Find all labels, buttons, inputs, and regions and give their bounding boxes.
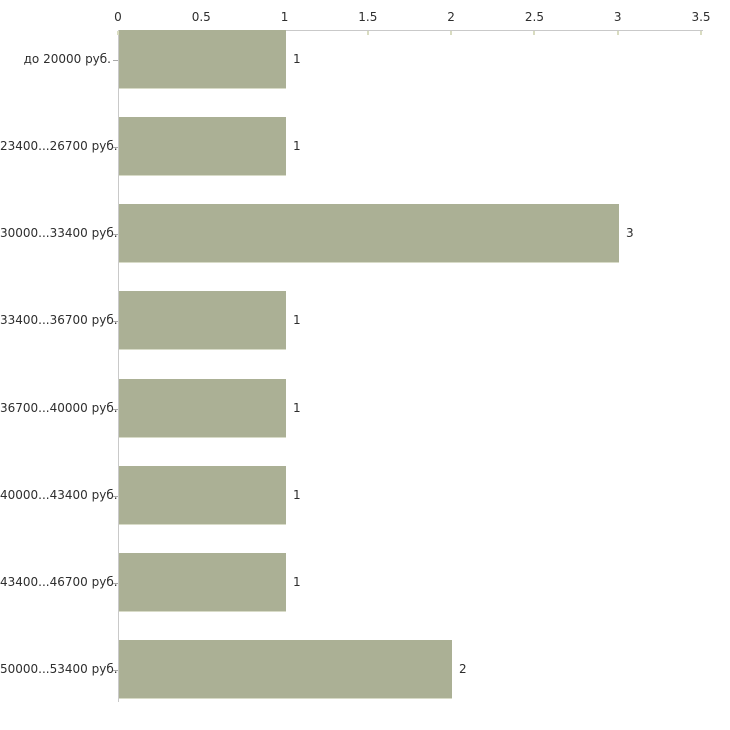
category-label: 30000...33400 руб. — [0, 226, 118, 240]
x-tick-label: 0.5 — [191, 10, 211, 24]
y-tick-mark — [113, 670, 118, 671]
bar-value-label: 1 — [293, 575, 301, 589]
x-tick-mark — [699, 31, 702, 35]
y-tick-mark — [113, 321, 118, 322]
x-tick-mark — [450, 31, 453, 35]
category-label: 33400...36700 руб. — [0, 313, 118, 327]
bar — [119, 291, 286, 350]
bar-value-label: 2 — [459, 662, 467, 676]
x-tick-label: 3.5 — [691, 10, 711, 24]
y-axis-line — [118, 30, 119, 702]
y-tick-mark — [113, 496, 118, 497]
x-tick-label: 2.5 — [524, 10, 544, 24]
category-label: 40000...43400 руб. — [0, 488, 118, 502]
category-label: 23400...26700 руб. — [0, 139, 118, 153]
category-label: до 20000 руб. — [23, 52, 111, 66]
x-tick-mark — [117, 31, 119, 35]
bar-value-label: 1 — [293, 313, 301, 327]
y-tick-mark — [113, 60, 118, 61]
bar-value-label: 1 — [293, 488, 301, 502]
x-tick-mark — [616, 31, 619, 35]
bar — [119, 204, 619, 263]
bar-value-label: 3 — [626, 226, 634, 240]
x-tick-label: 1.5 — [358, 10, 378, 24]
bar-value-label: 1 — [293, 52, 301, 66]
x-tick-label: 3 — [613, 10, 622, 24]
y-tick-mark — [113, 147, 118, 148]
bar — [119, 553, 286, 612]
x-tick-mark — [366, 31, 369, 35]
bar-value-label: 1 — [293, 139, 301, 153]
y-tick-mark — [113, 583, 118, 584]
x-tick-mark — [533, 31, 536, 35]
y-tick-mark — [113, 234, 118, 235]
category-label: 50000...53400 руб. — [0, 662, 118, 676]
bar — [119, 117, 286, 176]
bar — [119, 640, 452, 699]
bar-value-label: 1 — [293, 401, 301, 415]
y-tick-mark — [113, 409, 118, 410]
x-tick-label: 1 — [280, 10, 289, 24]
bar — [119, 379, 286, 438]
category-label: 36700...40000 руб. — [0, 401, 118, 415]
x-tick-label: 0 — [114, 10, 122, 24]
bar — [119, 466, 286, 525]
x-tick-label: 2 — [447, 10, 455, 24]
bar — [119, 30, 286, 89]
category-label: 43400...46700 руб. — [0, 575, 118, 589]
x-axis-line — [118, 30, 703, 31]
